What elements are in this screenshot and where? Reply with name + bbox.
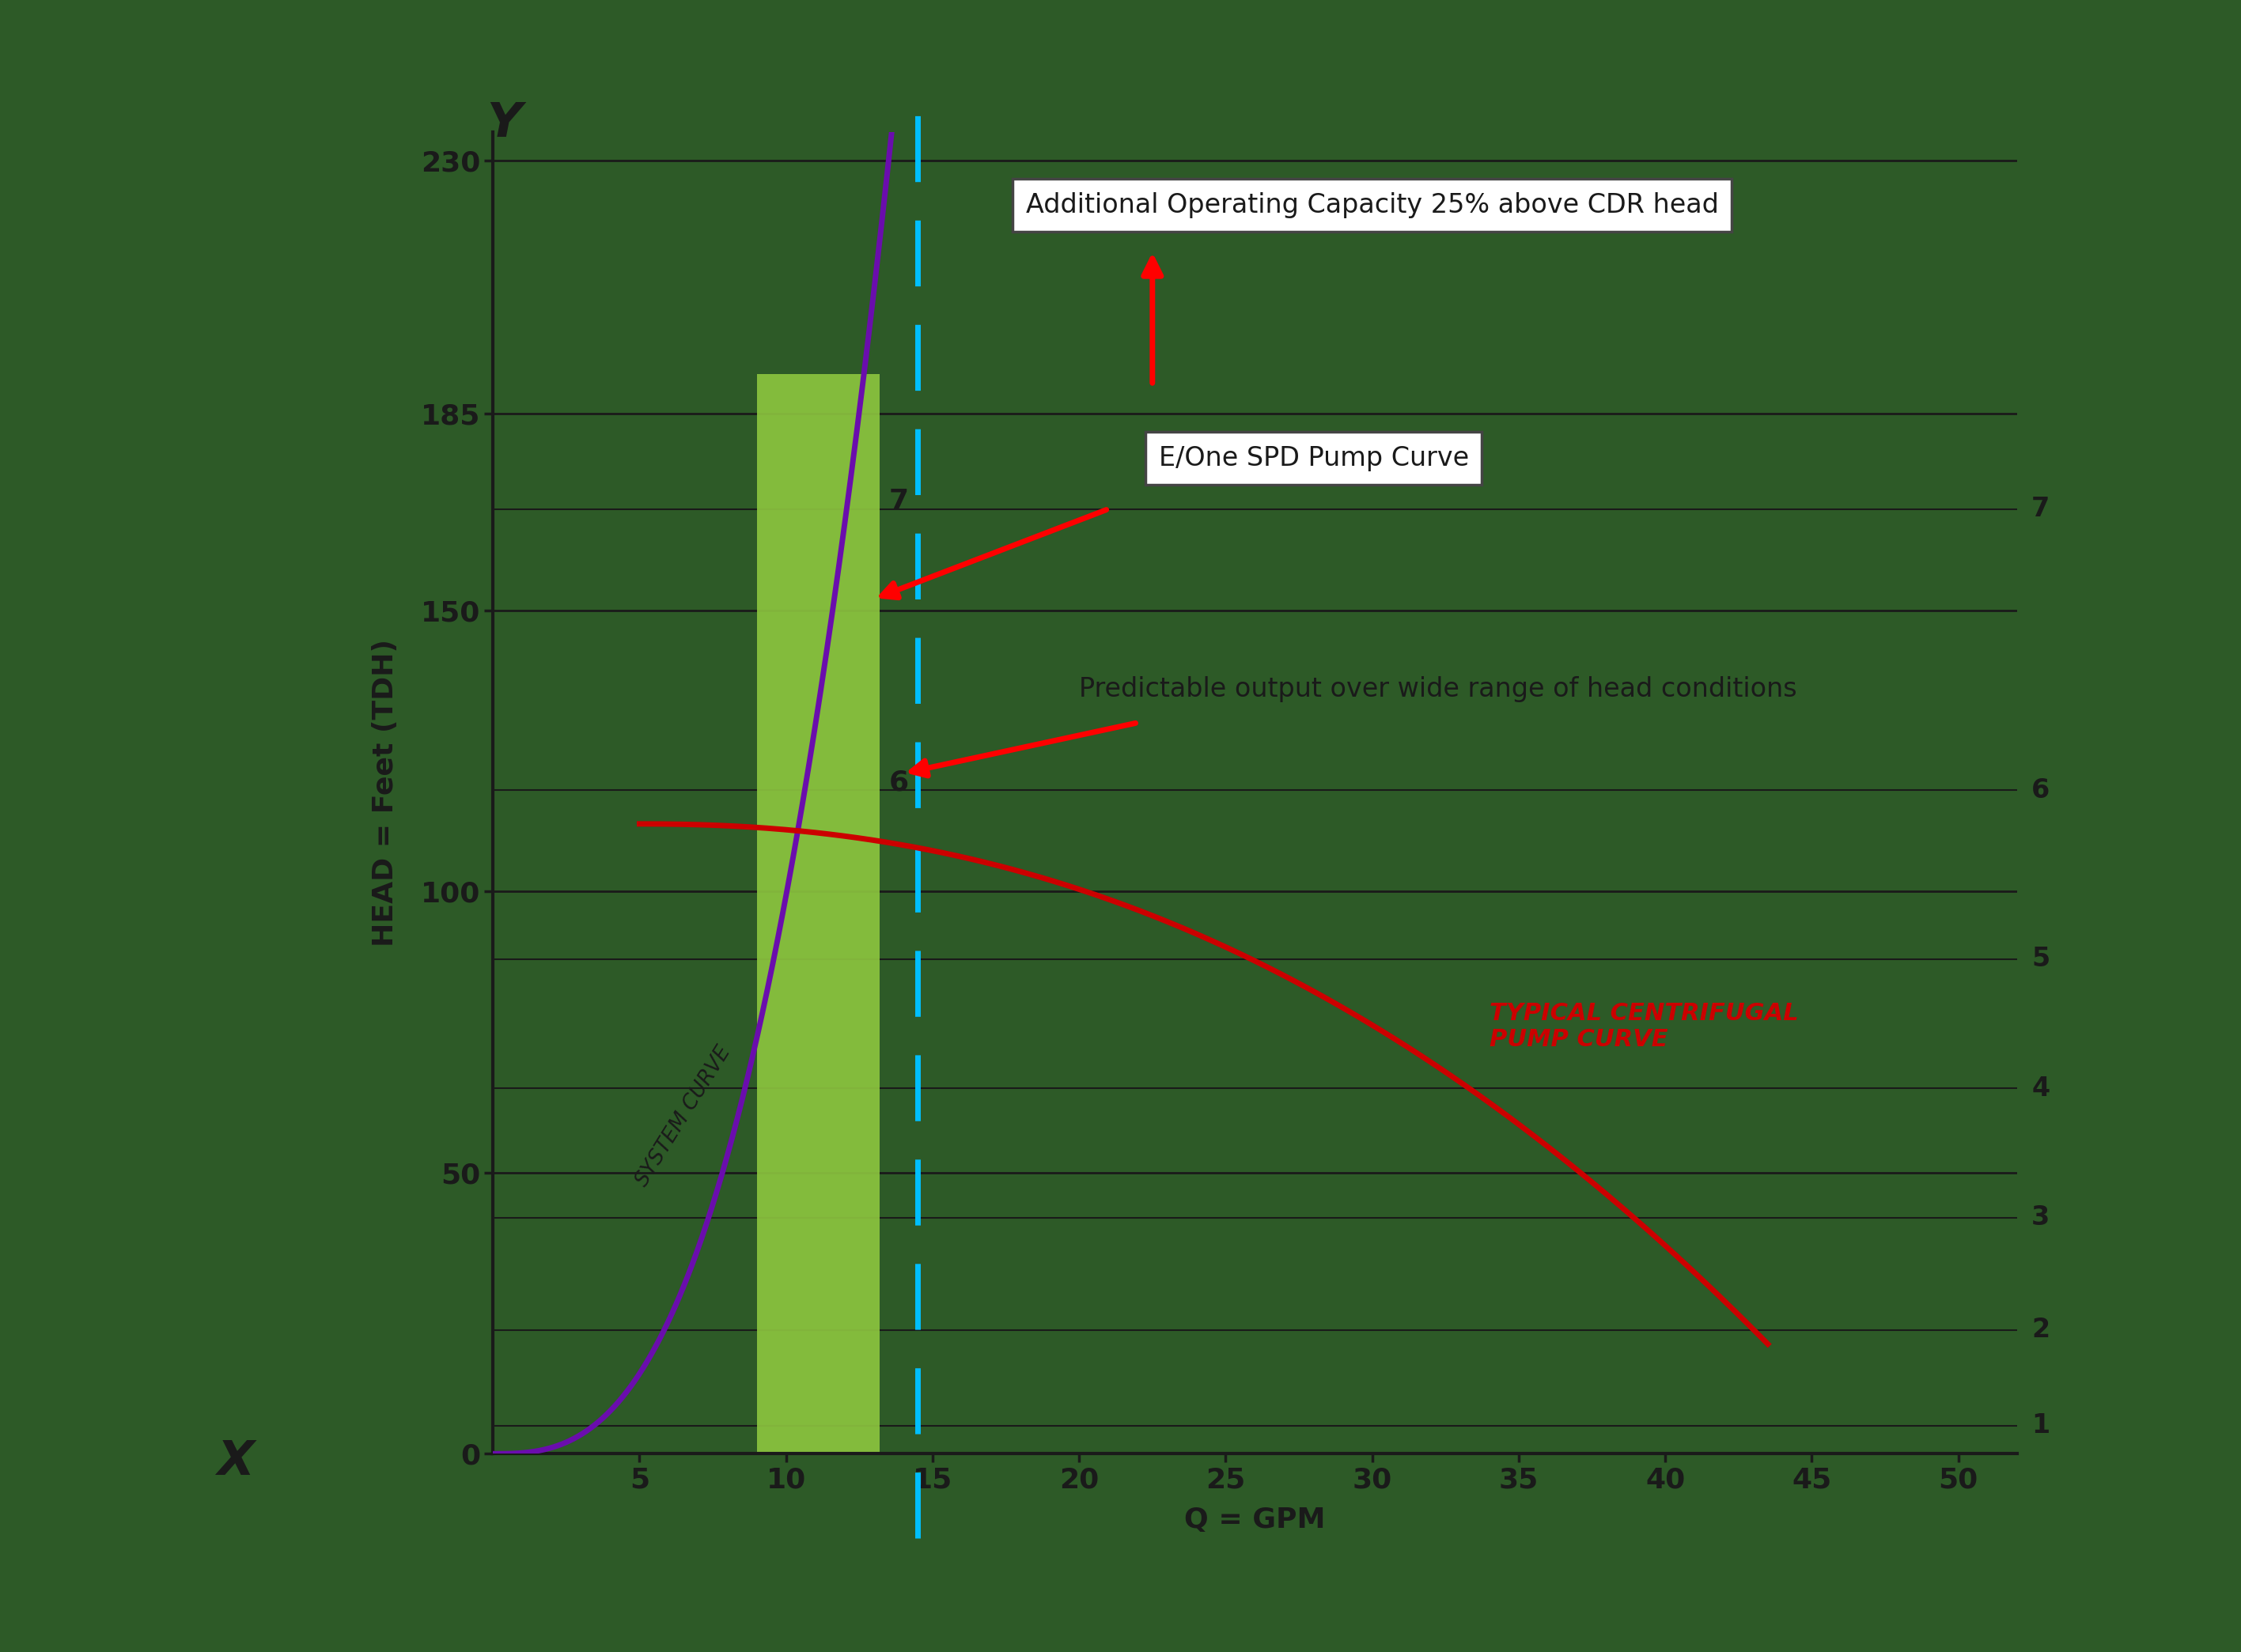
Text: E/One SPD Pump Curve: E/One SPD Pump Curve <box>1159 446 1468 471</box>
Y-axis label: HEAD = Feet (TDH): HEAD = Feet (TDH) <box>372 639 399 947</box>
Bar <box>757 373 881 1454</box>
Text: 3: 3 <box>2033 1204 2051 1231</box>
Text: X: X <box>217 1439 253 1485</box>
Text: 6: 6 <box>890 768 908 796</box>
Text: 4: 4 <box>2033 1075 2051 1102</box>
Text: Additional Operating Capacity 25% above CDR head: Additional Operating Capacity 25% above … <box>1026 192 1719 218</box>
Text: 1: 1 <box>2033 1412 2051 1439</box>
Text: Y: Y <box>486 101 522 147</box>
Text: 2: 2 <box>2033 1317 2051 1343</box>
Text: TYPICAL CENTRIFUGAL
PUMP CURVE: TYPICAL CENTRIFUGAL PUMP CURVE <box>1490 1001 1797 1051</box>
Text: 7: 7 <box>890 487 908 514</box>
X-axis label: Q = GPM: Q = GPM <box>1183 1507 1327 1533</box>
Text: 7: 7 <box>2033 496 2051 522</box>
Text: SYSTEM CURVE: SYSTEM CURVE <box>632 1042 735 1189</box>
Text: Predictable output over wide range of head conditions: Predictable output over wide range of he… <box>1080 676 1797 702</box>
Text: 5: 5 <box>2033 947 2051 971</box>
Text: 6: 6 <box>2033 776 2051 803</box>
